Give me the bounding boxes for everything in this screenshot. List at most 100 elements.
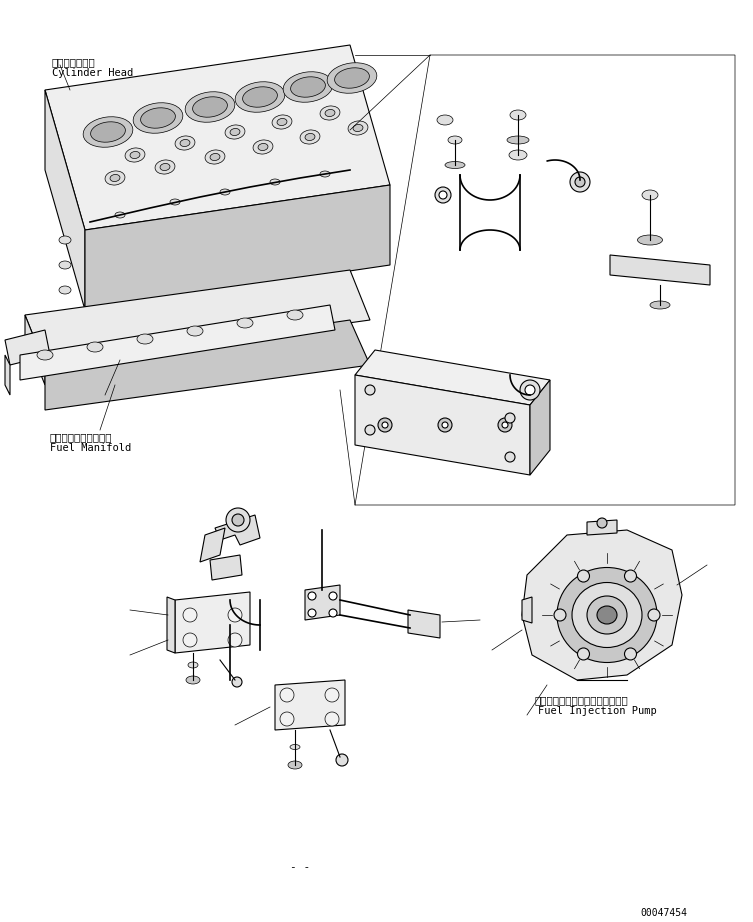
Circle shape [228,608,242,622]
Polygon shape [45,90,85,310]
Ellipse shape [110,174,120,182]
Ellipse shape [557,568,657,663]
Circle shape [283,691,291,699]
Polygon shape [45,320,370,410]
Ellipse shape [272,115,292,129]
Ellipse shape [237,318,253,328]
Ellipse shape [277,118,287,125]
Circle shape [283,715,291,723]
Polygon shape [200,528,225,562]
Circle shape [329,592,337,600]
Ellipse shape [125,148,145,162]
Ellipse shape [193,97,227,117]
Circle shape [502,422,508,428]
Ellipse shape [509,150,527,160]
Ellipse shape [59,286,71,294]
Ellipse shape [287,310,303,320]
Polygon shape [25,270,370,365]
Circle shape [232,677,242,687]
Polygon shape [5,330,50,365]
Ellipse shape [220,189,230,195]
Ellipse shape [320,171,330,177]
Ellipse shape [59,261,71,269]
Ellipse shape [334,68,370,89]
Ellipse shape [353,124,363,132]
Ellipse shape [37,350,53,360]
Circle shape [365,385,375,395]
Text: - -: - - [290,862,310,872]
Ellipse shape [638,235,663,245]
Ellipse shape [305,134,315,140]
Circle shape [329,609,337,617]
Ellipse shape [650,301,670,309]
Ellipse shape [288,761,302,769]
Ellipse shape [186,676,200,684]
Ellipse shape [348,121,368,135]
Circle shape [578,570,590,582]
Circle shape [575,177,585,187]
Polygon shape [275,680,345,730]
Ellipse shape [290,744,300,750]
Ellipse shape [445,161,465,169]
Ellipse shape [210,153,220,160]
Circle shape [183,608,197,622]
Text: フェエルインジェクションポンプ: フェエルインジェクションポンプ [535,695,629,705]
Ellipse shape [205,150,225,164]
Ellipse shape [587,596,627,634]
Circle shape [520,380,540,400]
Polygon shape [522,597,532,623]
Ellipse shape [130,151,140,159]
Ellipse shape [325,110,335,116]
Circle shape [228,633,242,647]
Ellipse shape [187,326,203,336]
Circle shape [382,422,388,428]
Polygon shape [530,380,550,475]
Ellipse shape [448,136,462,144]
Text: Fuel Manifold: Fuel Manifold [50,443,131,453]
Ellipse shape [180,139,190,147]
Circle shape [308,609,316,617]
Circle shape [336,754,348,766]
Polygon shape [408,610,440,638]
Polygon shape [25,315,45,385]
Circle shape [505,413,515,423]
Text: フェエルマニホールド: フェエルマニホールド [50,432,112,442]
Polygon shape [355,375,530,475]
Polygon shape [610,255,710,285]
Polygon shape [175,592,250,653]
Ellipse shape [510,110,526,120]
Circle shape [438,418,452,432]
Ellipse shape [105,171,125,185]
Ellipse shape [175,136,195,150]
Circle shape [648,609,660,621]
Ellipse shape [137,334,153,344]
Circle shape [183,633,197,647]
Circle shape [439,191,447,199]
Ellipse shape [225,124,245,139]
Polygon shape [355,350,550,405]
Circle shape [525,385,535,395]
Circle shape [624,570,636,582]
Polygon shape [522,530,682,680]
Ellipse shape [300,130,320,144]
Ellipse shape [115,212,125,218]
Ellipse shape [188,662,198,668]
Circle shape [328,715,336,723]
Circle shape [280,688,294,702]
Ellipse shape [642,190,658,200]
Ellipse shape [59,236,71,244]
Polygon shape [305,585,340,620]
Text: Cylinder Head: Cylinder Head [52,68,133,78]
Ellipse shape [253,140,273,154]
Ellipse shape [258,144,268,150]
Polygon shape [20,305,335,380]
Circle shape [325,712,339,726]
Ellipse shape [185,92,235,123]
Circle shape [505,452,515,462]
Polygon shape [210,555,242,580]
Polygon shape [85,185,390,310]
Circle shape [231,611,239,619]
Ellipse shape [83,117,133,148]
Polygon shape [587,520,617,535]
Ellipse shape [155,160,175,174]
